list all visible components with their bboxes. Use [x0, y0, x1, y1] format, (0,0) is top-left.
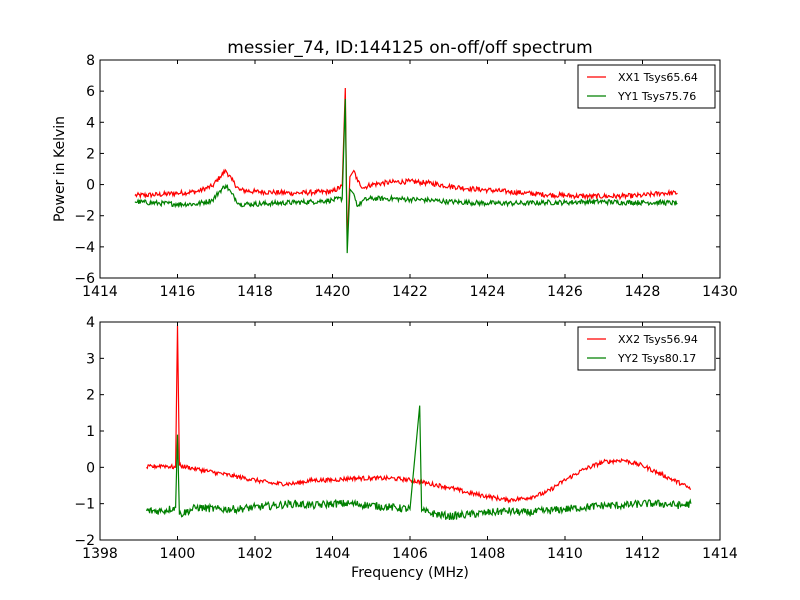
bottom-x-tick-label: 1404	[315, 546, 351, 562]
bottom-series-line-1	[146, 325, 692, 504]
bottom-x-tick-label: 1412	[625, 546, 661, 562]
top-x-tick-label: 1414	[82, 284, 118, 300]
bottom-x-tick-label: 1408	[470, 546, 506, 562]
top-x-tick-label: 1426	[547, 284, 583, 300]
bottom-y-tick-label: −2	[74, 533, 95, 549]
top-x-tick-label: 1424	[470, 284, 506, 300]
top-legend-entry: YY1 Tsys75.76	[617, 90, 696, 103]
bottom-x-tick-label: 1414	[702, 546, 738, 562]
top-x-tick-label: 1420	[315, 284, 351, 300]
top-y-tick-label: 4	[86, 115, 95, 131]
bottom-y-tick-label: 1	[86, 424, 95, 440]
top-y-tick-label: 8	[86, 53, 95, 69]
top-x-tick-label: 1430	[702, 284, 738, 300]
top-y-tick-label: −6	[74, 271, 95, 287]
bottom-y-tick-label: 0	[86, 460, 95, 476]
bottom-y-tick-label: 3	[86, 351, 95, 367]
top-x-tick-label: 1422	[392, 284, 428, 300]
bottom-legend-entry: YY2 Tsys80.17	[617, 352, 696, 365]
bottom-x-tick-label: 1400	[160, 546, 196, 562]
bottom-y-tick-label: 4	[86, 315, 95, 331]
bottom-y-tick-label: 2	[86, 388, 95, 404]
top-series-line-1	[134, 87, 678, 244]
top-x-tick-label: 1428	[625, 284, 661, 300]
bottom-x-tick-label: 1406	[392, 546, 428, 562]
bottom-x-axis-label: Frequency (MHz)	[351, 565, 469, 581]
top-x-tick-label: 1416	[160, 284, 196, 300]
bottom-x-tick-label: 1410	[547, 546, 583, 562]
bottom-x-tick-label: 1398	[82, 546, 118, 562]
bottom-axes: 1398 1400 1402 1404 1406 1408 1410 1412 1414−2−1…	[74, 315, 738, 562]
bottom-y-tick-label: −1	[74, 497, 95, 513]
bottom-series-line-2	[145, 405, 692, 521]
top-axes: 1414 1416 1418 1420 1422 1424 1426 1428 1430 −6 −4…	[74, 53, 737, 300]
top-y-tick-label: −4	[74, 240, 95, 256]
chart-title: messier_74, ID:144125 on-off/off spectru…	[227, 38, 592, 58]
bottom-x-tick-label: 1402	[237, 546, 273, 562]
top-y-tick-label: 2	[86, 146, 95, 162]
top-series-line-2	[134, 98, 678, 254]
top-legend: XX1 Tsys65.64 YY1 Tsys75.76	[577, 64, 716, 109]
top-y-axis-label: Power in Kelvin	[52, 116, 68, 222]
top-y-tick-label: 0	[86, 178, 95, 194]
top-legend-entry: XX1 Tsys65.64	[618, 71, 698, 84]
top-y-tick-label: 6	[86, 84, 95, 100]
top-x-tick-label: 1418	[237, 284, 273, 300]
bottom-legend-entry: XX2 Tsys56.94	[618, 333, 698, 346]
top-y-tick-label: −2	[74, 209, 95, 225]
bottom-legend: XX2 Tsys56.94 YY2 Tsys80.17	[577, 326, 716, 371]
